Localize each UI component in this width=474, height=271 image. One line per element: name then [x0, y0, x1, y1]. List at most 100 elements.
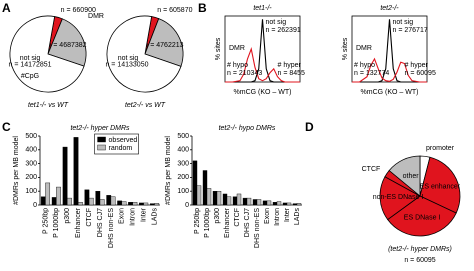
line-series [225, 19, 300, 83]
legend-swatch [97, 136, 106, 143]
x-tick-label: LADs [294, 208, 301, 226]
x-tick-label: DHS non-ES [108, 208, 115, 248]
x-tick-label: DHS CJ7 [97, 208, 104, 237]
annotation: n = 210343 [227, 70, 262, 77]
bar [84, 189, 90, 206]
y-tick-label: 400 [177, 147, 189, 154]
bar [196, 185, 202, 206]
bar [242, 197, 248, 206]
bar [212, 190, 218, 206]
bar [296, 203, 302, 206]
panel-label: C [2, 120, 11, 134]
x-axis-label: %mCG (KO – WT) [234, 89, 292, 96]
y-tick-label: 100 [177, 188, 189, 195]
x-tick-label: DHS non-ES [254, 208, 261, 248]
x-tick-label: Intron [130, 208, 137, 226]
caption: n = 60095 [404, 257, 435, 264]
slice-label: n = 660900 [61, 7, 96, 14]
bar [272, 202, 278, 206]
annotation: # hyper [405, 62, 429, 69]
legend-entry: not sig [266, 19, 287, 26]
bar [121, 201, 127, 206]
bar [73, 137, 79, 206]
annotation: n = 8455 [278, 70, 306, 77]
annotation: n = 60095 [405, 70, 436, 77]
legend-entry: DMR [229, 45, 245, 52]
x-tick-label: p300 [214, 208, 221, 224]
bar [149, 203, 155, 206]
bar [256, 199, 262, 206]
y-tick-label: 300 [177, 160, 189, 167]
annotation: #CpG [21, 73, 39, 80]
annotation: # hypo [227, 62, 248, 69]
x-tick-label: Inter [284, 207, 291, 222]
bar [206, 188, 212, 206]
y-tick-label: 200 [177, 174, 189, 181]
bar [252, 199, 258, 206]
bar [110, 196, 116, 206]
x-tick-label: DHS CJ7 [244, 208, 251, 237]
caption: (tet2-/- hyper DMRs) [388, 246, 452, 253]
bar [266, 200, 272, 206]
x-tick-label: P 250bp [194, 208, 201, 234]
plot-title: tet1-/- [253, 5, 272, 12]
bar [139, 202, 144, 206]
bar [286, 202, 292, 206]
slice-label: CTCF [362, 166, 381, 173]
legend-entry: observed [109, 137, 138, 144]
x-tick-label: Inter [140, 207, 147, 222]
bar [99, 199, 105, 206]
slice-label: non-ES DNase I [373, 194, 424, 201]
y-tick-label: 500 [177, 133, 189, 140]
legend-entry: not sig [393, 19, 414, 26]
bar [40, 196, 46, 206]
y-tick-label: 200 [25, 174, 37, 181]
y-axis-label: % sites [342, 37, 349, 60]
slice-label: n = 14133050 [105, 61, 148, 68]
x-tick-label: P 250bp [42, 208, 49, 234]
slice-label: ES DNase I [404, 215, 441, 222]
bar [236, 193, 242, 206]
bar [202, 170, 208, 206]
annotation: # hypo [354, 62, 375, 69]
legend-entry: random [109, 145, 133, 152]
legend-swatch [97, 144, 106, 151]
pie-slice [106, 15, 182, 93]
pie-slice [419, 156, 461, 214]
x-axis-label: %mCG (KO – WT) [361, 89, 419, 96]
plot-frame [351, 15, 428, 83]
bar [62, 146, 68, 206]
x-tick-label: LADs [151, 208, 158, 226]
bar [282, 202, 288, 206]
slice-label: n = 14172851 [9, 62, 52, 69]
pie-slice [47, 18, 87, 67]
x-tick-label: Exon [264, 208, 271, 224]
x-tick-label: Enhancer [224, 207, 231, 238]
slice-label: n = 4687382 [47, 42, 86, 49]
x-tick-label: P 1000bp [53, 208, 60, 238]
annotation: not sig [118, 55, 139, 62]
pie-slice [144, 18, 184, 67]
bar [222, 193, 228, 206]
bar [154, 203, 160, 206]
bar [216, 190, 222, 206]
line-series [352, 19, 427, 83]
panel-label: A [2, 1, 11, 15]
plot-frame [224, 15, 301, 83]
y-axis-label: #DMRs per MB model [165, 136, 172, 205]
pie-slice [388, 155, 421, 197]
x-tick-label: Intron [274, 208, 281, 226]
bar [95, 190, 101, 206]
annotation: n = 132774 [354, 70, 389, 77]
annotation: n = 262391 [266, 27, 301, 34]
bar [117, 200, 123, 206]
bar [128, 202, 133, 206]
slice-label: n = 605870 [157, 7, 192, 14]
bar [226, 196, 232, 206]
caption: tet1-/- vs WT [28, 102, 69, 109]
bar [132, 202, 138, 206]
bar [192, 160, 198, 206]
pie-slice [9, 15, 85, 93]
line-series [225, 47, 300, 83]
